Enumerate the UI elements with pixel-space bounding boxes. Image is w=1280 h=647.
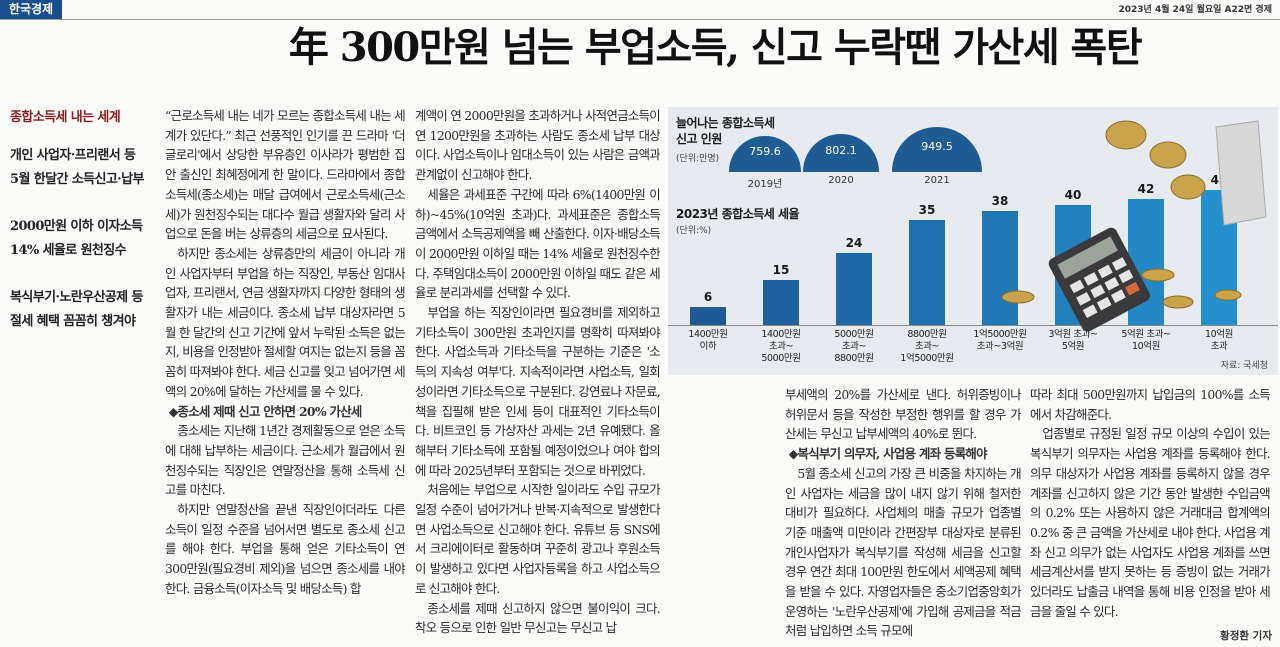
baseline: [668, 325, 1278, 326]
column: 계액이 연 2000만원을 초과하거나 사적연금소득이 연 1200만원을 초과…: [415, 106, 660, 642]
byline: 황정환 기자: [1220, 630, 1272, 642]
value-label: 759.6: [749, 145, 781, 159]
value-label: 38: [991, 194, 1009, 208]
category-label: 5000만원 초과~ 8800만원: [834, 329, 874, 364]
paragraph: 부세액의 20%를 가산세로 낸다. 허위증빙이나 허위문서 등을 작성한 부정…: [785, 387, 1021, 442]
source: 자료: 국세청: [1220, 361, 1268, 371]
subheading: ◆종소세 제때 신고 안하면 20% 가산세: [168, 403, 363, 419]
masthead: 한국경제: [0, 0, 62, 19]
category-label: 8800만원 초과~ 1억5000만원: [900, 329, 954, 364]
category-label: 2020: [828, 175, 854, 186]
sidebar-heading: 2000만원 이하 이자소득 14% 세율로 원천징수: [10, 219, 143, 258]
value-label: 949.5: [921, 140, 953, 154]
bar: [836, 253, 872, 325]
bar: [763, 280, 799, 325]
bar: [909, 220, 945, 325]
paragraph: 5월 종소세 신고의 가장 큰 비중을 차지하는 개인 사업자는 세금을 많이 …: [785, 465, 1021, 639]
value-label: 15: [772, 263, 790, 277]
value-label: 802.1: [825, 144, 857, 158]
category-label: 3억원 초과~ 5억원: [1048, 329, 1098, 352]
sidebar-heading: 개인 사업자·프리랜서 등 5월 한달간 소득신고·납부: [10, 148, 144, 187]
category-label: 2019년: [747, 179, 783, 190]
infographic: 늘어나는 종합소득세 신고 인원 (단위:만명) 759.6 2019년 802.1 20…: [668, 107, 1278, 375]
chart-title: 늘어나는 종합소득세 신고 인원: [676, 116, 775, 146]
paragraph: 하지만 종소세는 상류층만의 세금이 아니라 개인 사업자부터 부업을 하는 직…: [165, 245, 405, 399]
illustration: [1001, 120, 1267, 332]
paragraph: 세율은 과세표준 구간에 따라 6%(1400만원 이하)~45%(10억원 초…: [415, 186, 660, 301]
paragraph: 계액이 연 2000만원을 초과하거나 사적연금소득이 연 1200만원을 초과…: [415, 108, 660, 183]
paragraph: 부업을 하는 직장인이라면 필요경비를 제외하고 기타소득이 300만원 초과인…: [415, 305, 660, 478]
dateline: 2023년 4월 24일 월요일 A22면 경제: [1118, 5, 1272, 15]
value-label: 35: [918, 203, 936, 217]
chart-title: 2023년 종합소득세 세율: [676, 207, 800, 221]
column: 부세액의 20%를 가산세로 낸다. 허위증빙이나 허위문서 등을 작성한 부정…: [785, 385, 1021, 642]
value-label: 40: [1064, 188, 1082, 202]
headline: 年 300만원 넘는 부업소득, 신고 누락땐 가산세 폭탄: [288, 24, 1143, 71]
category-label: 2021: [924, 175, 950, 186]
chart-unit: (단위:만명): [676, 154, 720, 164]
bar: [690, 307, 726, 325]
paragraph: 종소세를 제때 신고하지 않으면 불이익이 크다. 착오 등으로 인한 일반 무…: [415, 600, 660, 636]
sidebar-heading: 종합소득세 내는 세계: [10, 110, 121, 125]
category-label: 1400만원 초과~ 5000만원: [761, 329, 801, 364]
paragraph: “근로소득세 내는 네가 모르는 종합소득세 내는 세계가 있단다.” 최근 선…: [165, 108, 405, 242]
value-label: 24: [845, 236, 863, 250]
paragraph: 처음에는 부업으로 시작한 일이라도 수입 규모가 일정 수준이 넘어가거나 반…: [415, 482, 660, 596]
category-label: 10억원 초과: [1205, 329, 1233, 352]
value-label: 42: [1137, 182, 1155, 196]
category-label: 1400만원 이하: [688, 329, 728, 352]
column: 따라 최대 500만원까지 납입금의 100%를 소득에서 차감해준다. 업종별로…: [1030, 385, 1270, 625]
sidebar-heading: 복식부기·노란우산공제 등 절세 혜택 꼼꼼히 챙겨야: [10, 290, 143, 329]
bar: [982, 211, 1018, 325]
value-label: 6: [703, 290, 713, 304]
subheading: ◆복식부기 의무자, 사업용 계좌 등록해야: [788, 446, 988, 462]
category-label: 1억5000만원 초과~3억원: [973, 329, 1027, 352]
rule: [0, 19, 1280, 20]
column: “근로소득세 내는 네가 모르는 종합소득세 내는 세계가 있단다.” 최근 선…: [165, 106, 405, 642]
paragraph: 하지만 연말정산을 끝낸 직장인이더라도 다른 소득이 일정 수준을 넘어서면 …: [165, 502, 405, 596]
chart-unit: (단위:%): [676, 226, 712, 236]
paragraph: 종소세는 지난해 1년간 경제활동으로 얻은 소득에 대해 납부하는 세금이다.…: [165, 423, 405, 498]
category-label: 5억원 초과~ 10억원: [1121, 329, 1171, 352]
paragraph: 업종별로 규정된 일정 규모 이상의 수입이 있는 복식부기 의무자는 사업용 …: [1030, 426, 1270, 619]
paragraph: 따라 최대 500만원까지 납입금의 100%를 소득에서 차감해준다.: [1030, 387, 1270, 422]
